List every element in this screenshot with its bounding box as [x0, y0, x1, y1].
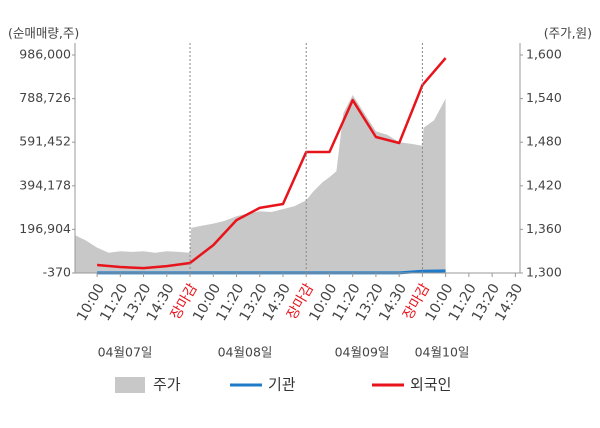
legend-swatch [115, 377, 145, 393]
legend-label: 외국인 [410, 376, 451, 394]
y-axis-label: (순매매량,주) [8, 26, 79, 41]
legend-label: 주가 [153, 376, 181, 394]
series-line [96, 57, 447, 270]
date-label: 04월07일 [98, 345, 153, 360]
price-area [75, 95, 446, 273]
y2-tick-label: 1,480 [526, 134, 562, 149]
legend-label: 기관 [268, 376, 296, 394]
y-tick-label: 788,726 [19, 90, 71, 105]
date-label: 04월10일 [415, 345, 470, 360]
y-tick-label: 986,000 [19, 47, 71, 62]
y2-tick-label: 1,600 [526, 47, 562, 62]
y-tick-label: 591,452 [19, 134, 71, 149]
y2-tick-label: 1,360 [526, 221, 562, 236]
y-tick-label: 196,904 [19, 221, 71, 236]
y-tick-label: 394,178 [19, 177, 71, 192]
y2-axis-label: (주가,원) [544, 26, 592, 41]
y-tick-label: -370 [43, 265, 71, 280]
date-label: 04월08일 [218, 345, 273, 360]
y2-tick-label: 1,420 [526, 177, 562, 192]
y2-tick-label: 1,300 [526, 265, 562, 280]
y2-tick-label: 1,540 [526, 90, 562, 105]
date-label: 04월09일 [335, 345, 390, 360]
